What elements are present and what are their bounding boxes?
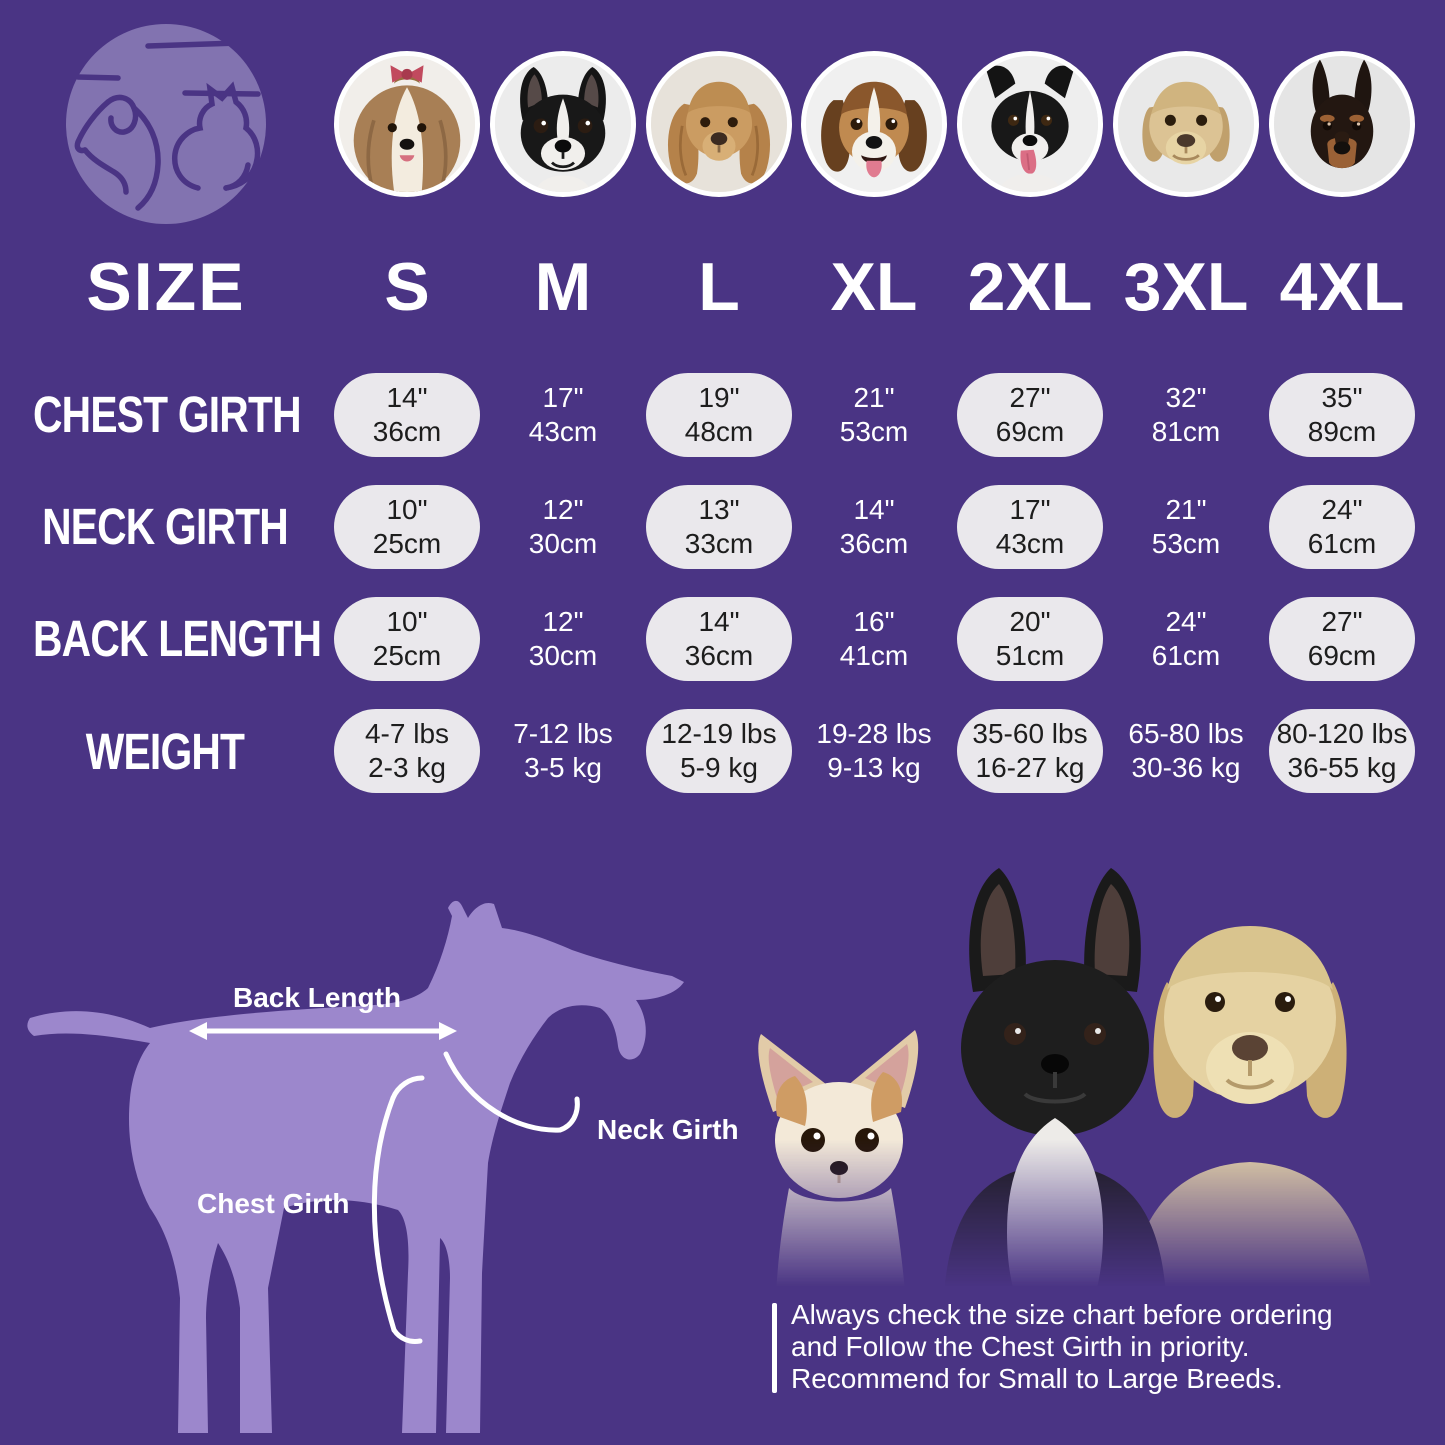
cell-back-s: 10" 25cm <box>334 597 480 681</box>
cell-neck-s: 10" 25cm <box>334 485 480 569</box>
column-header-3xl: 3XL <box>1123 249 1249 325</box>
breed-photo-shih-tzu <box>334 51 480 197</box>
cell-chest-4xl: 35" 89cm <box>1269 373 1415 457</box>
french-bulldog-photo <box>943 868 1167 1310</box>
cell-back-4xl: 27" 69cm <box>1269 597 1415 681</box>
cell-weight-3xl: 65-80 lbs 30-36 kg <box>1128 718 1244 783</box>
column-header-s: S <box>384 249 430 325</box>
note-line-3: Recommend for Small to Large Breeds. <box>791 1363 1283 1394</box>
row-label-weight: WEIGHT <box>85 723 245 780</box>
cell-back-2xl: 20" 51cm <box>957 597 1103 681</box>
cell-neck-m: 12" 30cm <box>528 494 598 559</box>
labrador-photo <box>1127 926 1373 1310</box>
row-label-chest-girth: CHEST GIRTH <box>33 386 302 443</box>
breed-photo-border-collie <box>957 51 1103 197</box>
cell-chest-s: 14" 36cm <box>334 373 480 457</box>
cell-weight-xl: 19-28 lbs 9-13 kg <box>816 718 932 783</box>
cell-chest-2xl: 27" 69cm <box>957 373 1103 457</box>
cell-neck-3xl: 21" 53cm <box>1151 494 1221 559</box>
cell-back-xl: 16" 41cm <box>839 606 909 671</box>
cell-neck-l: 13" 33cm <box>646 485 792 569</box>
cell-chest-l: 19" 48cm <box>646 373 792 457</box>
cell-weight-l: 12-19 lbs 5-9 kg <box>646 709 792 793</box>
diagram-label-chest-girth: Chest Girth <box>197 1188 350 1219</box>
cell-neck-xl: 14" 36cm <box>839 494 909 559</box>
cell-chest-3xl: 32" 81cm <box>1151 382 1221 447</box>
row-label-neck-girth: NECK GIRTH <box>42 498 289 555</box>
cell-weight-m: 7-12 lbs 3-5 kg <box>513 718 613 783</box>
chihuahua-photo <box>758 1030 919 1310</box>
cell-neck-4xl: 24" 61cm <box>1269 485 1415 569</box>
note-line-1: Always check the size chart before order… <box>791 1299 1333 1330</box>
note-accent-bar <box>772 1303 777 1393</box>
breed-photo-doberman <box>1269 51 1415 197</box>
cell-weight-s: 4-7 lbs 2-3 kg <box>334 709 480 793</box>
dog-measurement-diagram <box>27 900 685 1433</box>
dogs-photo-group <box>715 850 1420 1310</box>
column-header-l: L <box>698 249 740 325</box>
diagram-label-back-length: Back Length <box>233 982 402 1013</box>
size-heading: SIZE <box>86 249 246 325</box>
diagram-label-neck-girth: Neck Girth <box>597 1114 739 1145</box>
brand-logo-dog-cat-icon <box>66 24 266 224</box>
column-header-2xl: 2XL <box>967 249 1093 325</box>
breed-photo-boston-terrier <box>490 51 636 197</box>
cell-back-m: 12" 30cm <box>528 606 598 671</box>
cell-weight-2xl: 35-60 lbs 16-27 kg <box>957 709 1103 793</box>
column-header-xl: XL <box>830 249 918 325</box>
breed-photo-beagle <box>801 51 947 197</box>
note-line-2: and Follow the Chest Girth in priority. <box>791 1331 1250 1362</box>
cell-chest-m: 17" 43cm <box>528 382 598 447</box>
row-label-back-length: BACK LENGTH <box>33 610 322 667</box>
breed-photo-labrador <box>1113 51 1259 197</box>
column-header-m: M <box>534 249 592 325</box>
cell-back-l: 14" 36cm <box>646 597 792 681</box>
chest-girth-line <box>371 1075 425 1344</box>
cell-neck-2xl: 17" 43cm <box>957 485 1103 569</box>
neck-girth-line <box>443 1051 580 1133</box>
back-length-arrow <box>189 1022 457 1040</box>
cell-back-3xl: 24" 61cm <box>1151 606 1221 671</box>
breed-photo-cocker-spaniel <box>646 51 792 197</box>
dog-silhouette <box>27 900 685 1433</box>
cell-weight-4xl: 80-120 lbs 36-55 kg <box>1269 709 1415 793</box>
cell-chest-xl: 21" 53cm <box>839 382 909 447</box>
column-header-4xl: 4XL <box>1279 249 1405 325</box>
